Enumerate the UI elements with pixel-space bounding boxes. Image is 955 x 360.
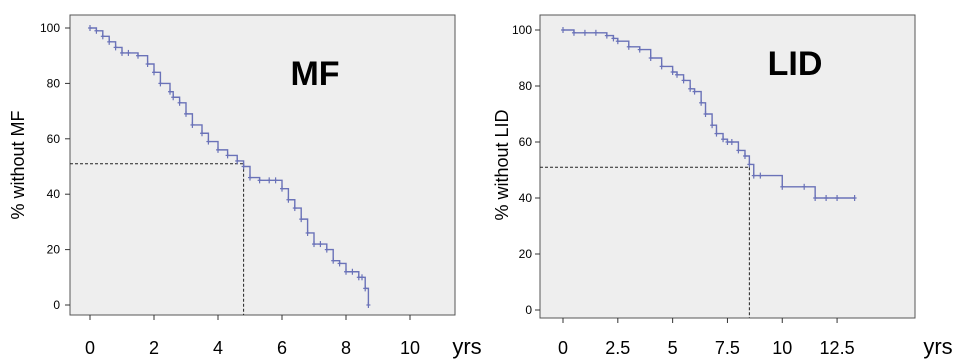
x-tick-label: 8 — [341, 338, 351, 358]
x-tick-label: 2.5 — [605, 338, 630, 358]
y-tick-label: 80 — [519, 79, 533, 93]
y-tick-label: 0 — [525, 303, 532, 317]
panel-title: LID — [768, 45, 823, 83]
plot-area — [69, 14, 456, 316]
x-tick-label: 0 — [85, 338, 95, 358]
x-tick-label: 6 — [277, 338, 287, 358]
x-tick-label: 10 — [772, 338, 792, 358]
chart-panel-lid: 0 20 40 60 80 100 0 2.5 5 7.5 10 12.5 % without LID y… — [492, 14, 953, 359]
x-tick-label: 5 — [668, 338, 678, 358]
y-tick-label: 0 — [53, 298, 60, 312]
x-tick-label: 0 — [558, 338, 568, 358]
x-axis-label: yrs — [923, 334, 952, 359]
plot-area — [539, 14, 916, 319]
x-tick-label: 10 — [400, 338, 420, 358]
y-tick-label: 60 — [519, 135, 533, 149]
y-tick-label: 80 — [47, 76, 61, 90]
x-tick-label: 7.5 — [715, 338, 740, 358]
x-tick-label: 4 — [213, 338, 223, 358]
x-tick-label: 2 — [149, 338, 159, 358]
y-tick-label: 100 — [512, 23, 532, 37]
x-tick-label: 12.5 — [820, 338, 855, 358]
y-axis-label: % without LID — [492, 109, 512, 220]
x-axis-label: yrs — [452, 334, 481, 359]
y-tick-label: 40 — [519, 191, 533, 205]
y-axis-label: % without MF — [8, 110, 28, 219]
y-tick-label: 100 — [40, 21, 60, 35]
y-tick-label: 20 — [47, 243, 61, 257]
chart-panel-mf: 0 20 40 60 80 100 0 2 4 6 8 10 % without MF yrs MF — [8, 14, 482, 359]
panel-title: MF — [290, 55, 339, 93]
y-tick-label: 60 — [47, 132, 61, 146]
y-tick-label: 40 — [47, 187, 61, 201]
y-tick-label: 20 — [519, 247, 533, 261]
